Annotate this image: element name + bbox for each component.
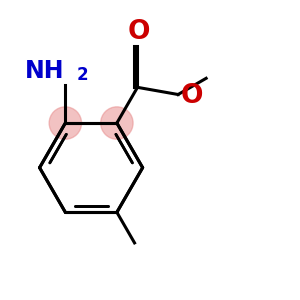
Text: O: O bbox=[128, 19, 150, 45]
Text: O: O bbox=[180, 83, 203, 109]
Text: 2: 2 bbox=[77, 66, 89, 84]
Text: NH: NH bbox=[24, 59, 64, 83]
Circle shape bbox=[101, 107, 133, 139]
Circle shape bbox=[49, 107, 82, 139]
